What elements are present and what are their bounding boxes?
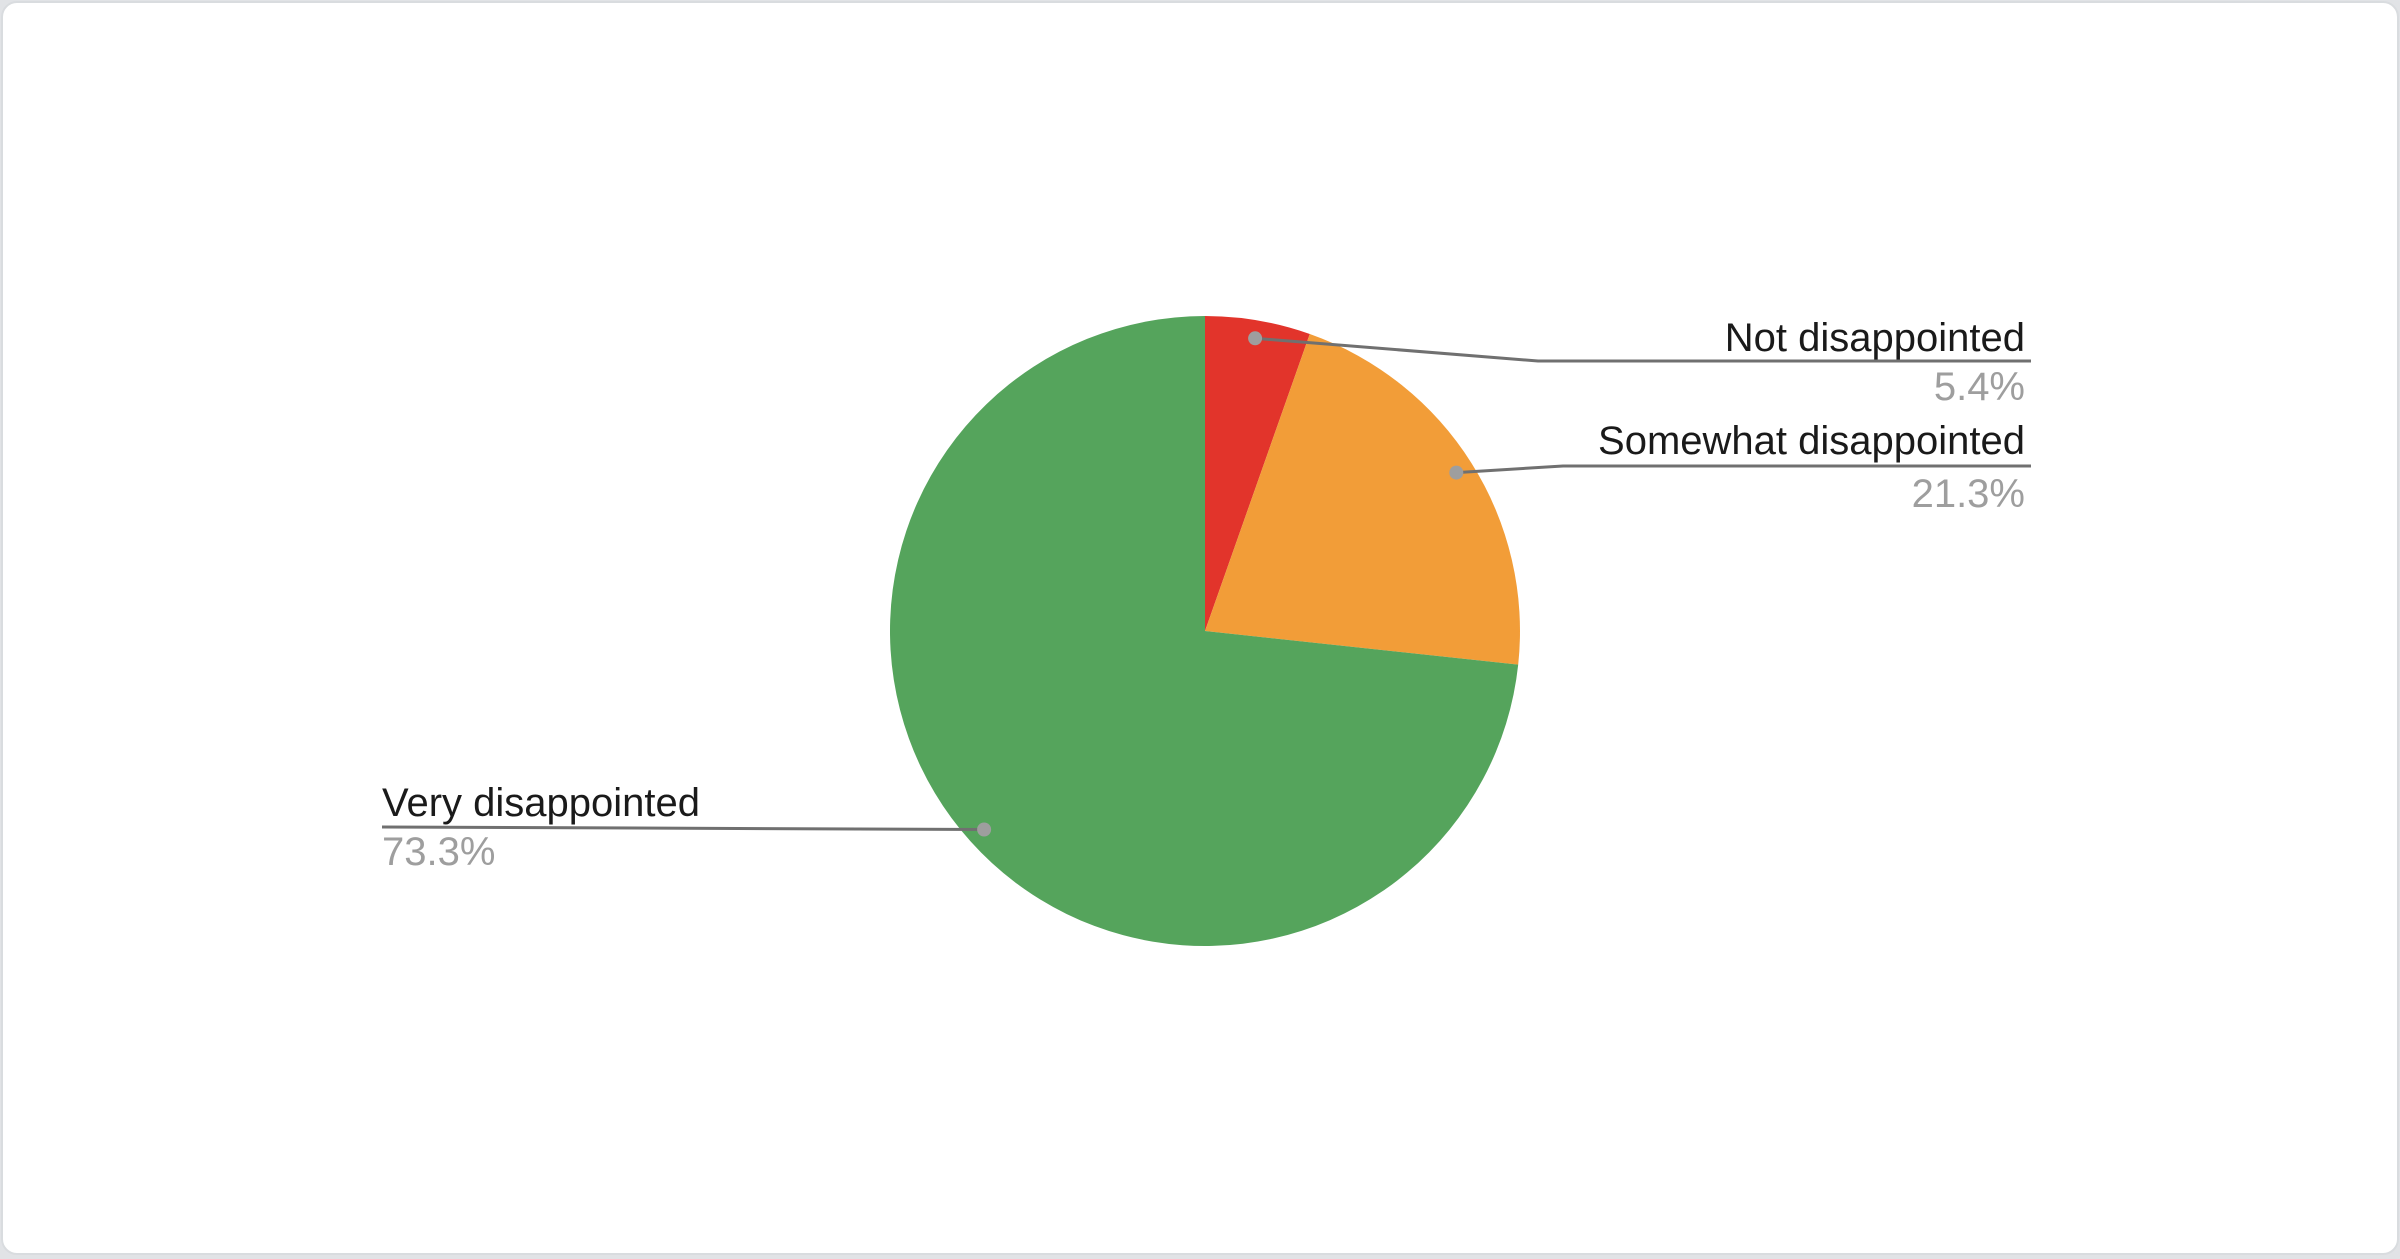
pie-slice-somewhat-disappointed[interactable] xyxy=(1205,334,1520,665)
leader-dot-somewhat-disappointed xyxy=(1449,465,1464,480)
slice-label-very-disappointed: Very disappointed xyxy=(382,781,701,825)
slice-percent-not-disappointed: 5.4% xyxy=(1933,365,2025,409)
leader-dots xyxy=(977,331,1464,837)
leader-dot-not-disappointed xyxy=(1248,331,1263,346)
pie-chart xyxy=(381,316,2031,947)
slice-label-not-disappointed: Not disappointed xyxy=(1724,316,2025,360)
pie-chart-area: Not disappointed 5.4% Somewhat disappoin… xyxy=(3,3,2397,1253)
slice-label-somewhat-disappointed: Somewhat disappointed xyxy=(1598,419,2025,463)
pie-slice-very-disappointed[interactable] xyxy=(889,316,1519,947)
slice-percent-somewhat-disappointed: 21.3% xyxy=(1911,472,2025,516)
pie-slices xyxy=(889,316,1520,947)
leader-dot-very-disappointed xyxy=(977,822,992,837)
leader-line-very-disappointed xyxy=(381,825,985,831)
leader-line-somewhat-disappointed xyxy=(1456,464,2031,475)
pie-slice-not-disappointed[interactable] xyxy=(1205,316,1310,631)
leader-line-not-disappointed xyxy=(1254,336,2031,363)
leader-lines xyxy=(381,336,2031,831)
slice-percent-very-disappointed: 73.3% xyxy=(382,830,496,874)
